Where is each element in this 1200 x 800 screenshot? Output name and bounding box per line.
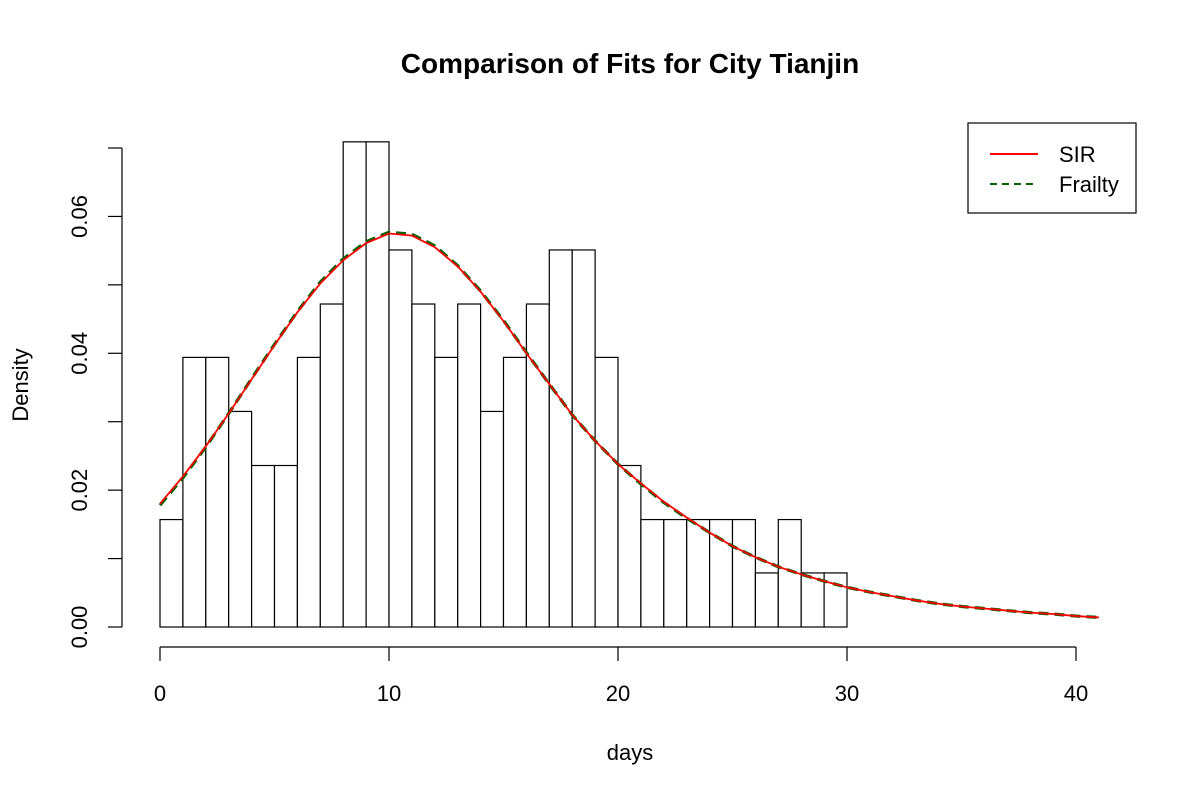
x-tick-label: 10: [377, 681, 401, 706]
histogram-bar: [617, 464, 642, 628]
histogram-bar: [159, 518, 184, 628]
histogram-bar: [823, 572, 848, 628]
histogram-bar: [342, 141, 367, 628]
x-axis: 0 10 20 30 40: [154, 646, 1088, 706]
histogram-bar: [502, 356, 527, 628]
histogram-bar: [296, 356, 321, 628]
y-axis-label: Density: [8, 348, 33, 421]
chart-title: Comparison of Fits for City Tianjin: [401, 48, 859, 79]
histogram-bar: [228, 410, 253, 628]
legend-label-sir: SIR: [1059, 142, 1096, 167]
histogram-bar: [548, 249, 573, 628]
histogram-bar: [686, 518, 711, 628]
histogram-bar: [411, 303, 436, 628]
histogram-bar: [182, 356, 207, 628]
histogram-bar: [388, 249, 413, 628]
histogram-bar: [251, 464, 276, 628]
histogram-bar: [754, 572, 779, 628]
x-tick-label: 20: [606, 681, 630, 706]
x-tick-label: 30: [835, 681, 859, 706]
histogram-bar: [365, 141, 390, 628]
legend-box: [967, 122, 1137, 214]
histogram-bar: [708, 518, 734, 628]
histogram-bar: [205, 356, 230, 628]
x-tick-label: 40: [1064, 681, 1088, 706]
y-tick-label: 0.06: [67, 195, 92, 238]
x-tick-label: 0: [154, 681, 166, 706]
y-axis: 0.00 0.02 0.04 0.06: [67, 147, 123, 649]
y-tick-label: 0.00: [67, 606, 92, 649]
series-line-sir: [159, 232, 1099, 619]
histogram-bar: [434, 356, 459, 628]
histogram-bar: [480, 410, 505, 628]
y-tick-label: 0.02: [67, 469, 92, 512]
legend-label-frailty: Frailty: [1059, 172, 1119, 197]
histogram-bar: [594, 356, 619, 628]
histogram-bar: [457, 303, 482, 628]
histogram-bar: [731, 518, 756, 628]
histogram-bar: [273, 464, 298, 628]
histogram-bar: [640, 518, 665, 628]
y-tick-label: 0.04: [67, 332, 92, 375]
histogram-bar: [319, 303, 344, 628]
histogram-bar: [525, 303, 550, 628]
histogram-bar: [663, 518, 688, 628]
x-axis-label: days: [607, 740, 653, 765]
legend: SIR Frailty: [967, 122, 1137, 214]
histogram-bars: [159, 141, 848, 628]
fit-curves: [158, 230, 1099, 620]
